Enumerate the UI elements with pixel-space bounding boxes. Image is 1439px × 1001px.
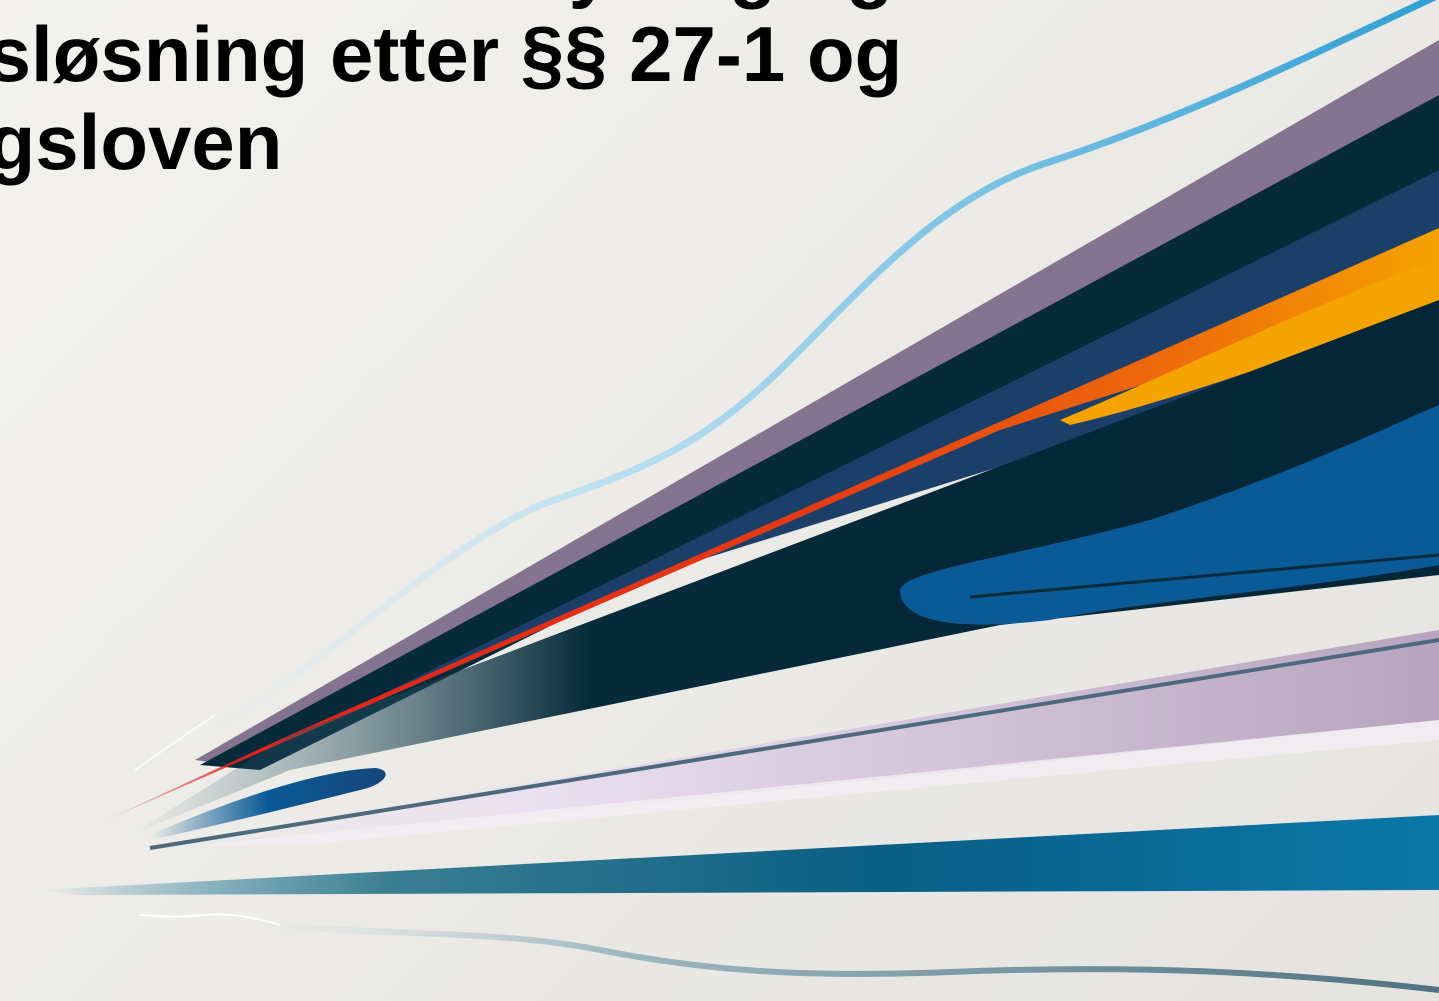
title-line: psløsning etter §§ 27-1 og (0, 10, 903, 98)
slide-title: r sikker vannforsyning og psløsning ette… (0, 0, 1090, 186)
title-line: r sikker vannforsyning og (0, 0, 1090, 10)
title-line: ngsloven (0, 98, 283, 186)
